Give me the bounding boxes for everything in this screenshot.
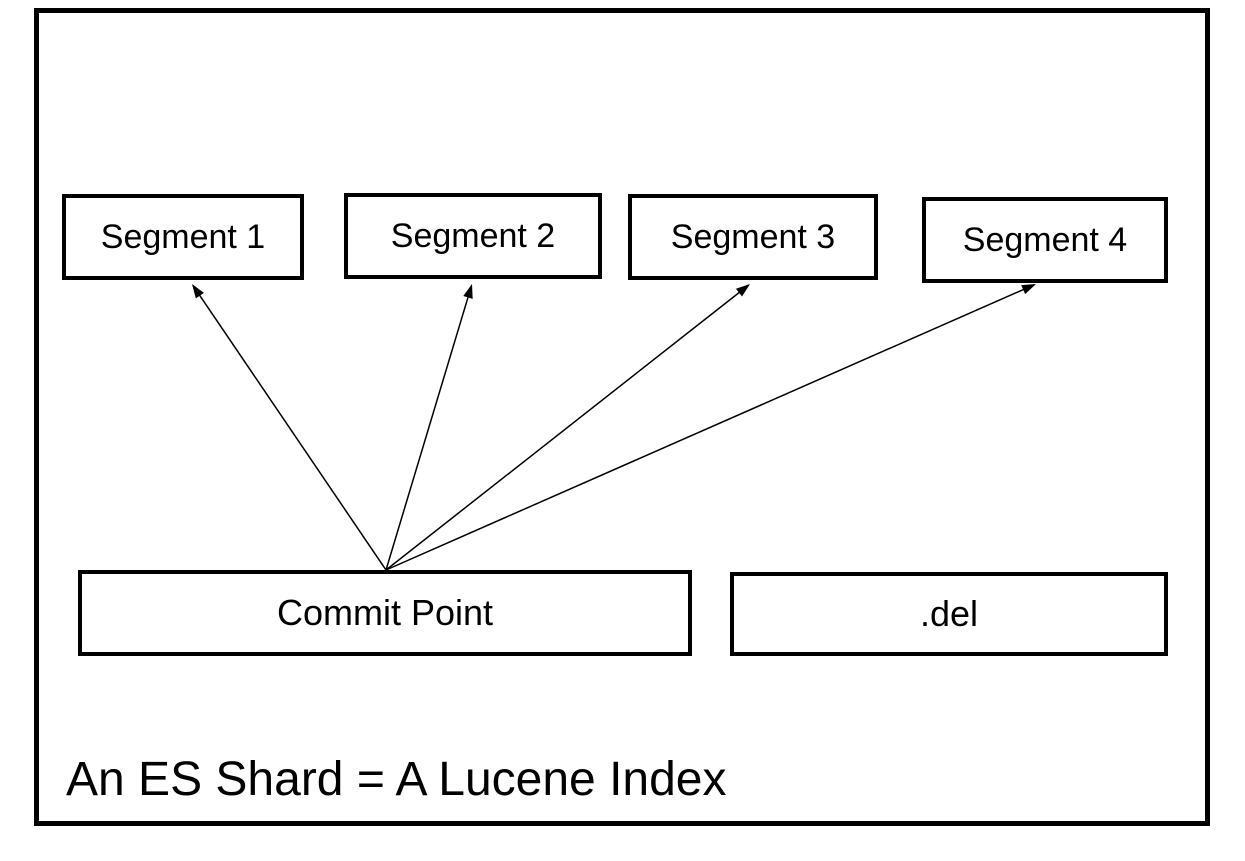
del-file-box: .del [730,572,1168,656]
commit-point-box: Commit Point [78,570,692,656]
segment-3-label: Segment 3 [671,218,835,257]
commit-point-label: Commit Point [277,592,493,634]
del-file-label: .del [920,593,978,635]
shard-outer-box [34,8,1210,826]
segment-2-label: Segment 2 [391,217,555,256]
segment-1-label: Segment 1 [101,218,265,257]
segment-3-box: Segment 3 [628,194,878,280]
segment-4-box: Segment 4 [922,197,1168,283]
segment-2-box: Segment 2 [344,193,602,279]
diagram-caption: An ES Shard = A Lucene Index [66,752,727,807]
segment-1-box: Segment 1 [62,194,304,280]
segment-4-label: Segment 4 [963,221,1127,260]
